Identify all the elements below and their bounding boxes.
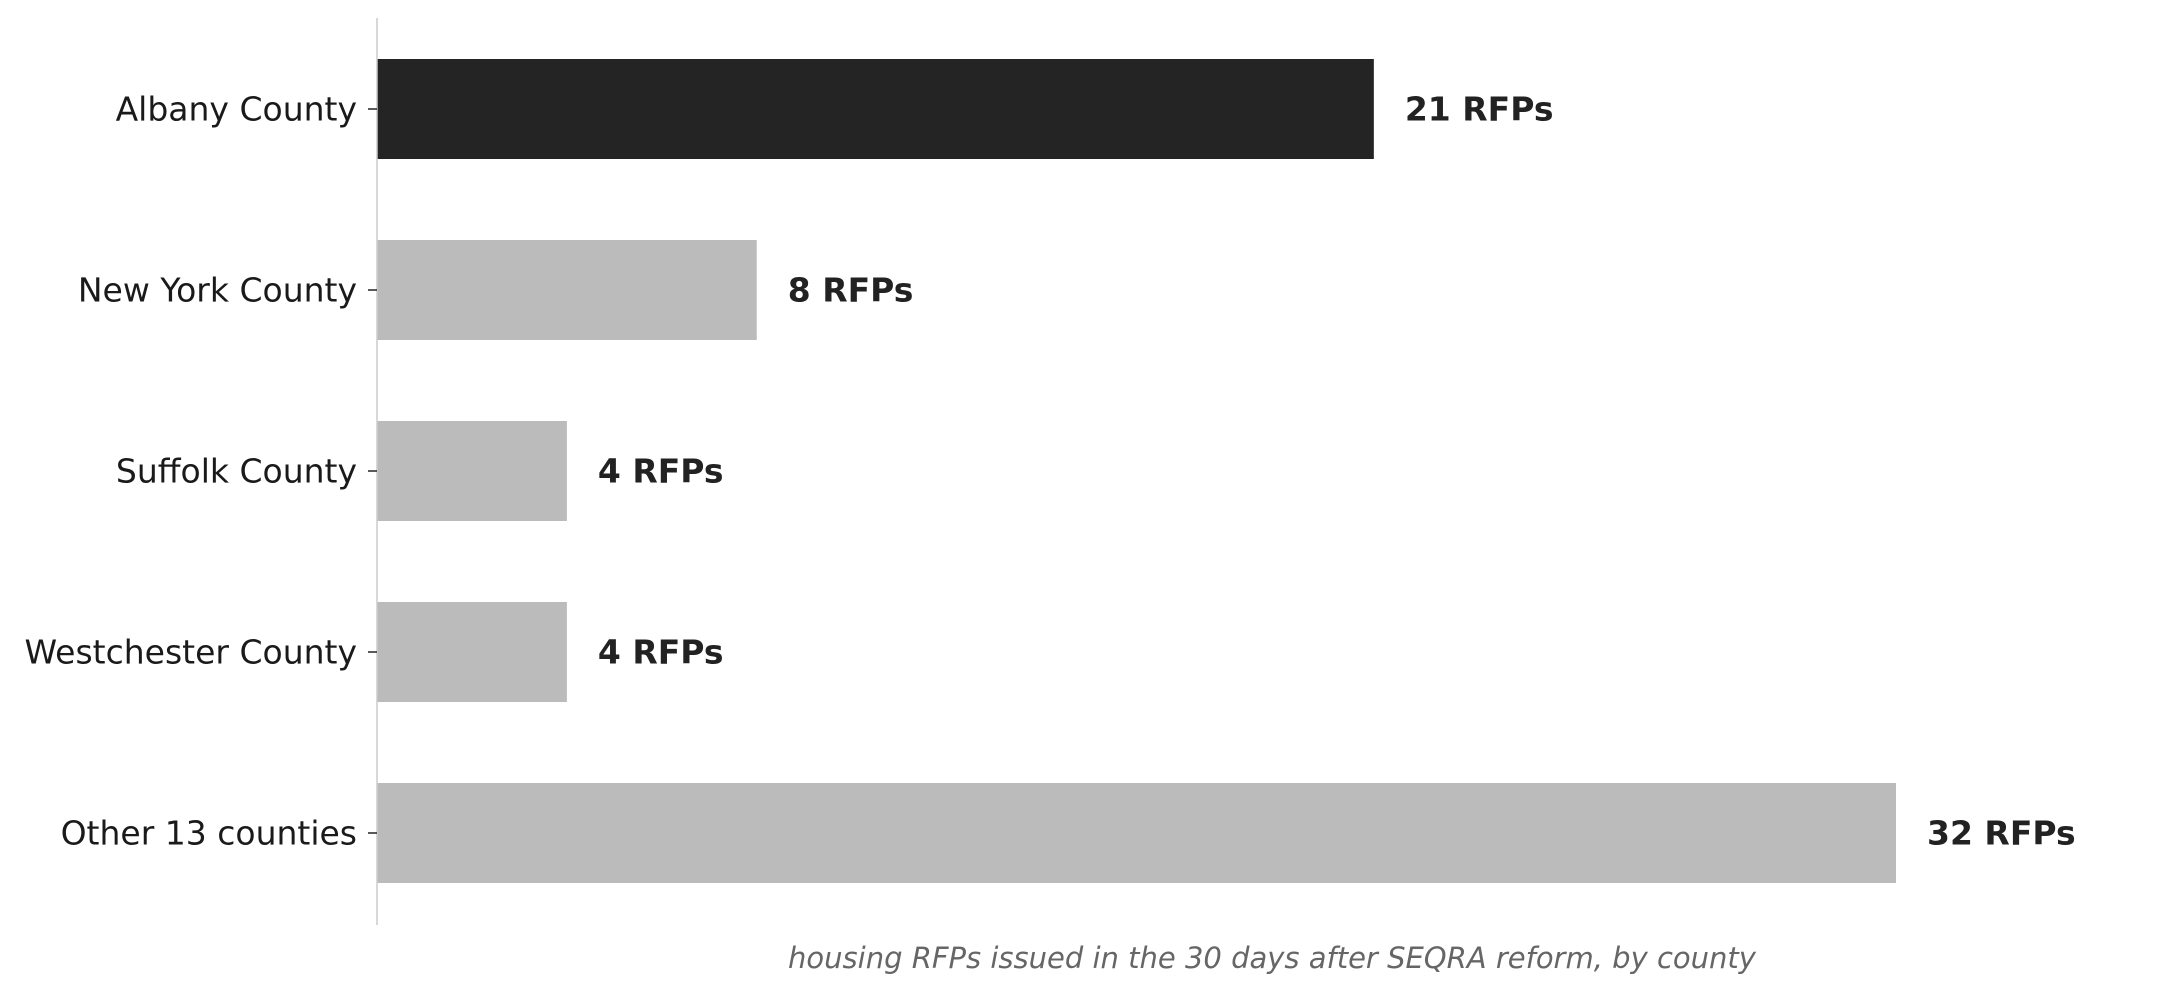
bar-other-13-counties [377, 783, 1896, 883]
bar-westchester-county [377, 602, 567, 702]
value-label: 4 RFPs [598, 633, 724, 672]
category-label: Suffolk County [116, 452, 357, 491]
category-label: Westchester County [24, 633, 357, 672]
bar-suffolk-county [377, 421, 567, 521]
category-label: Albany County [116, 90, 357, 129]
category-label: Other 13 counties [61, 814, 357, 853]
bar-new-york-county [377, 240, 757, 340]
bar-albany-county [377, 59, 1374, 159]
value-label: 4 RFPs [598, 452, 724, 491]
value-label: 21 RFPs [1405, 90, 1554, 129]
category-label: New York County [78, 271, 357, 310]
value-label: 8 RFPs [788, 271, 914, 310]
bars-layer [377, 59, 1896, 883]
value-label: 32 RFPs [1927, 814, 2076, 853]
chart-caption: housing RFPs issued in the 30 days after… [788, 941, 1757, 975]
y-axis-ticks [368, 108, 377, 834]
value-labels: 21 RFPs 8 RFPs 4 RFPs 4 RFPs 32 RFPs [598, 90, 2076, 853]
category-labels: Albany County New York County Suffolk Coun… [24, 90, 357, 853]
